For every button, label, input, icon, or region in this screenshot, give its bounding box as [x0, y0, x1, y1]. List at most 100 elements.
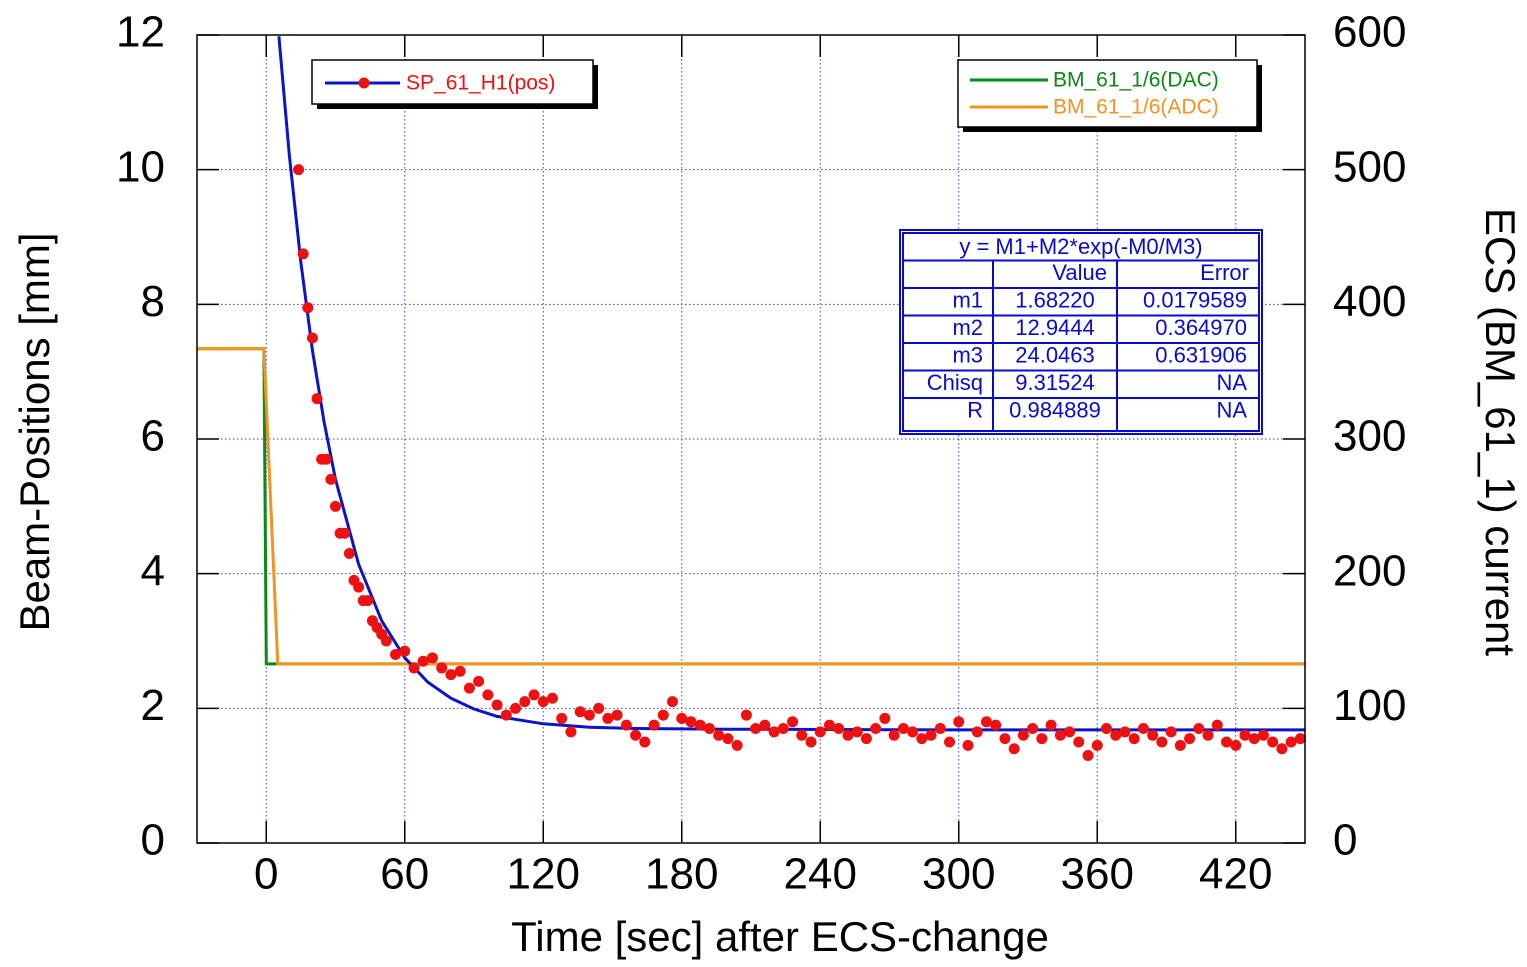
data-point — [297, 248, 309, 260]
data-point — [823, 719, 835, 731]
y-tick-label: 2 — [141, 681, 165, 730]
data-point — [1036, 733, 1048, 745]
data-point — [759, 719, 771, 731]
data-point — [1017, 729, 1029, 741]
data-point — [944, 736, 956, 748]
data-point — [556, 712, 568, 724]
data-point — [842, 729, 854, 741]
x-tick-label: 300 — [922, 850, 995, 899]
data-point — [593, 702, 605, 714]
y-tick-label: 10 — [116, 142, 165, 191]
data-point — [676, 712, 688, 724]
data-point — [907, 726, 919, 738]
data-point — [971, 726, 983, 738]
data-point — [1027, 723, 1039, 735]
data-point — [1091, 739, 1103, 751]
data-point — [1156, 736, 1168, 748]
fit-table-cell: R — [967, 398, 983, 423]
data-point — [1147, 729, 1159, 741]
x-tick-label: 120 — [507, 850, 580, 899]
data-point — [528, 689, 540, 701]
fit-table-cell: 0.0179589 — [1143, 288, 1247, 313]
data-point — [703, 723, 715, 735]
y-tick-label: 12 — [116, 8, 165, 57]
data-point — [390, 648, 402, 660]
y2-tick-label: 400 — [1333, 277, 1406, 326]
x-axis-label: Time [sec] after ECS-change — [511, 913, 1049, 960]
plot-frame — [196, 34, 1306, 844]
data-point — [934, 723, 946, 735]
data-point — [787, 716, 799, 728]
data-point — [565, 726, 577, 738]
y2-tick-label: 100 — [1333, 681, 1406, 730]
data-point — [408, 662, 420, 674]
y-axis-label: Beam-Positions [mm] — [11, 232, 58, 631]
data-point — [1294, 733, 1306, 745]
y2-tick-label: 600 — [1333, 8, 1406, 57]
series-line — [277, 36, 1305, 732]
data-point — [648, 719, 660, 731]
data-point — [1230, 739, 1242, 751]
data-point — [482, 689, 494, 701]
data-point — [574, 706, 586, 718]
data-point — [463, 682, 475, 694]
y2-axis-label: ECS (BM_61_1) current — [1477, 208, 1524, 657]
data-point — [1174, 739, 1186, 751]
x-tick-label: 240 — [784, 850, 857, 899]
data-point — [1054, 729, 1066, 741]
fit-table-cell: 0.364970 — [1155, 315, 1247, 340]
fit-table-cell: 1.68220 — [1015, 288, 1095, 313]
y-tick-label: 8 — [141, 277, 165, 326]
data-point — [990, 719, 1002, 731]
y2-tick-label: 300 — [1333, 412, 1406, 461]
data-point — [657, 709, 669, 721]
data-point — [667, 696, 679, 708]
y2-tick-label: 0 — [1333, 816, 1357, 865]
data-point — [722, 733, 734, 745]
legend-label: SP_61_H1(pos) — [406, 72, 555, 95]
data-point — [343, 547, 355, 559]
data-point — [888, 729, 900, 741]
data-point — [436, 662, 448, 674]
data-point — [1119, 726, 1131, 738]
fit-table-cell: 24.0463 — [1015, 343, 1095, 368]
y2-tick-label: 500 — [1333, 142, 1406, 191]
fit-table-cell: NA — [1216, 398, 1247, 423]
data-point — [860, 733, 872, 745]
x-tick-label: 60 — [380, 850, 429, 899]
legend-box — [957, 59, 1258, 128]
data-point — [380, 635, 392, 647]
data-point — [879, 712, 891, 724]
data-point — [473, 675, 485, 687]
data-point — [519, 696, 531, 708]
data-point — [399, 645, 411, 657]
y2-tick-label: 200 — [1333, 546, 1406, 595]
data-point — [1267, 736, 1279, 748]
data-point — [611, 709, 623, 721]
fit-table-header: Error — [1200, 260, 1249, 285]
data-point — [1137, 723, 1149, 735]
data-point — [1248, 733, 1260, 745]
data-point — [311, 393, 323, 405]
data-point — [1257, 729, 1269, 741]
data-point — [1073, 736, 1085, 748]
fit-table-cell: 9.31524 — [1015, 370, 1095, 395]
fit-table-cell: m1 — [952, 288, 983, 313]
data-point — [339, 527, 351, 539]
data-point — [353, 581, 365, 593]
data-point — [833, 723, 845, 735]
data-point — [750, 723, 762, 735]
data-point — [962, 739, 974, 751]
data-point — [685, 716, 697, 728]
data-point — [814, 726, 826, 738]
x-tick-label: 180 — [645, 850, 718, 899]
data-point — [953, 716, 965, 728]
data-point — [537, 696, 549, 708]
data-point — [330, 500, 341, 512]
data-point — [1202, 729, 1214, 741]
data-point — [870, 723, 882, 735]
data-point — [306, 332, 318, 344]
y-tick-label: 6 — [141, 412, 165, 461]
series-line — [197, 347, 1305, 666]
